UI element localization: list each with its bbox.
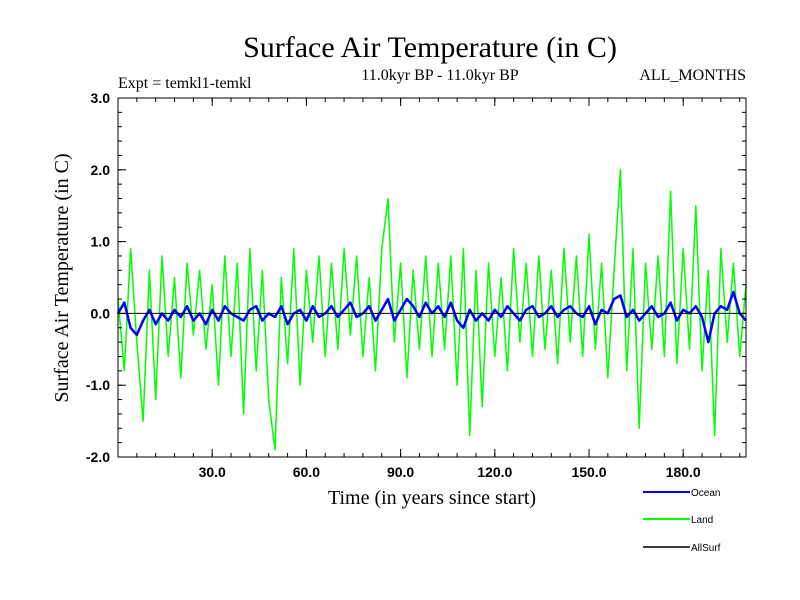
plot-series <box>116 169 747 451</box>
plot-axes: -2.0 -1.0 0.0 1.0 2.0 3.0 30.0 60.0 90.0 120.0 150… <box>86 90 747 480</box>
y-tick-label: 3.0 <box>91 90 111 106</box>
series-land-line <box>117 169 747 451</box>
legend-label-ocean: Ocean <box>691 488 720 499</box>
experiment-label: Expt = temkl1-temkl <box>118 75 252 92</box>
x-tick-label: 30.0 <box>199 464 226 480</box>
x-tick-label: 120.0 <box>477 464 512 480</box>
x-tick-label: 60.0 <box>293 464 320 480</box>
legend-label-allsurf: AllSurf <box>691 543 721 554</box>
y-axis-label: Surface Air Temperature (in C) <box>51 153 73 402</box>
months-label: ALL_MONTHS <box>639 67 746 84</box>
x-tick-label: 150.0 <box>571 464 606 480</box>
y-tick-label: 0.0 <box>91 305 111 321</box>
x-tick-label: 180.0 <box>666 464 701 480</box>
chart-title: Surface Air Temperature (in C) <box>243 31 617 64</box>
y-tick-label: 2.0 <box>91 162 111 178</box>
x-axis-label: Time (in years since start) <box>328 487 536 509</box>
time-range-label: 11.0kyr BP - 11.0kyr BP <box>361 67 518 84</box>
series-ocean-line <box>116 290 747 344</box>
y-tick-label: -1.0 <box>86 377 110 393</box>
legend: Ocean Land AllSurf <box>643 488 721 554</box>
x-tick-label: 90.0 <box>387 464 414 480</box>
plot-frame <box>117 97 747 458</box>
y-tick-label: -2.0 <box>86 449 110 465</box>
legend-label-land: Land <box>691 515 713 526</box>
y-tick-label: 1.0 <box>91 234 111 250</box>
